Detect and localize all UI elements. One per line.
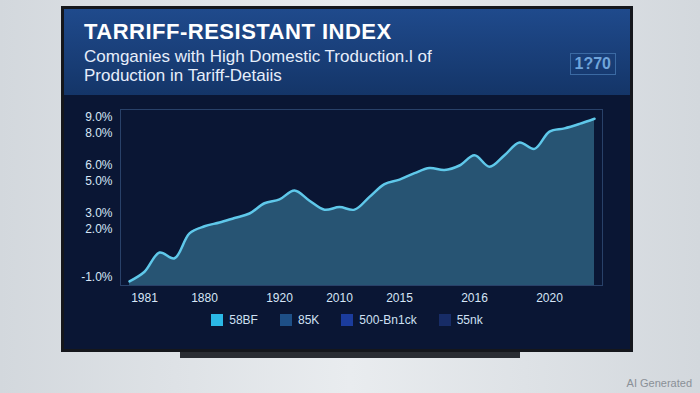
svg-text:6.0%: 6.0%	[85, 158, 113, 172]
svg-text:2015: 2015	[386, 291, 413, 305]
svg-text:-1.0%: -1.0%	[81, 270, 113, 284]
html-text:Comganies with High Domestic T: Comganies with High Domestic Troduction.…	[84, 47, 432, 85]
svg-text:1880: 1880	[191, 291, 218, 305]
html-text:AI Generated: AI Generated	[626, 377, 692, 389]
html-text:1?70: 1?70	[574, 55, 611, 72]
svg-text:8.0%: 8.0%	[85, 126, 113, 140]
svg-text:9.0%: 9.0%	[85, 110, 113, 124]
html-text:85K: 85K	[298, 313, 320, 327]
svg-text:1920: 1920	[266, 291, 293, 305]
svg-text:3.0%: 3.0%	[85, 206, 113, 220]
html-text:TARRIFF-RESISTANT INDEX: TARRIFF-RESISTANT INDEX	[84, 19, 392, 44]
svg-text:1981: 1981	[131, 291, 158, 305]
svg-text:2.0%: 2.0%	[85, 222, 113, 236]
svg-text:2016: 2016	[461, 291, 488, 305]
html-text:55nk: 55nk	[456, 313, 483, 327]
svg-text:5.0%: 5.0%	[85, 174, 113, 188]
svg-text:2010: 2010	[326, 291, 353, 305]
html-text:500-Bn1ck: 500-Bn1ck	[359, 313, 417, 327]
svg-text:2020: 2020	[536, 291, 563, 305]
html-text:58BF: 58BF	[229, 313, 258, 327]
